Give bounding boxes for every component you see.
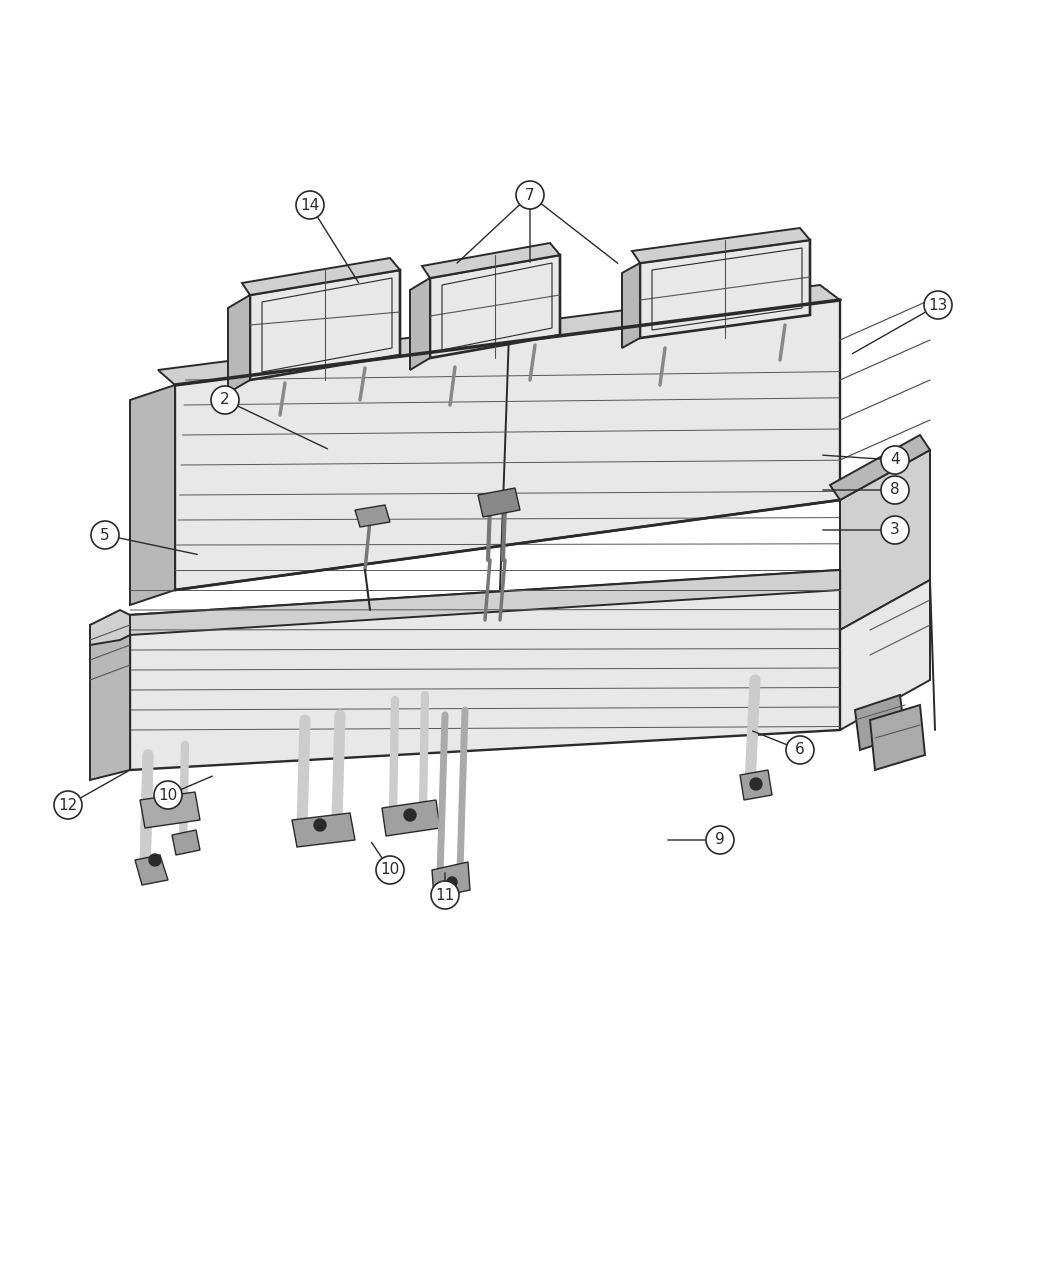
Polygon shape (175, 300, 840, 590)
Polygon shape (840, 580, 930, 731)
Polygon shape (90, 615, 130, 645)
Circle shape (881, 446, 909, 474)
Circle shape (376, 856, 404, 884)
Text: 8: 8 (890, 482, 900, 497)
Text: 6: 6 (795, 742, 805, 757)
Text: 4: 4 (890, 453, 900, 468)
Polygon shape (870, 705, 925, 770)
Text: 3: 3 (890, 523, 900, 538)
Circle shape (924, 291, 952, 319)
Polygon shape (135, 856, 168, 885)
Circle shape (404, 810, 416, 821)
Circle shape (750, 778, 762, 790)
Polygon shape (422, 244, 560, 278)
Circle shape (881, 516, 909, 544)
Text: 12: 12 (59, 797, 78, 812)
Polygon shape (242, 258, 400, 295)
Polygon shape (292, 813, 355, 847)
Circle shape (447, 877, 457, 887)
Polygon shape (130, 570, 840, 770)
Circle shape (516, 181, 544, 209)
Circle shape (786, 736, 814, 764)
Polygon shape (640, 240, 810, 338)
Circle shape (149, 854, 161, 866)
Text: 11: 11 (436, 887, 455, 903)
Text: 2: 2 (220, 393, 230, 408)
Polygon shape (840, 450, 930, 630)
Polygon shape (478, 488, 520, 516)
Polygon shape (622, 263, 640, 348)
Circle shape (881, 476, 909, 504)
Polygon shape (355, 505, 390, 527)
Polygon shape (632, 228, 810, 263)
Text: 7: 7 (525, 187, 534, 203)
Polygon shape (432, 862, 470, 898)
Polygon shape (410, 278, 430, 370)
Text: 5: 5 (100, 528, 110, 542)
Text: 14: 14 (300, 198, 319, 213)
Circle shape (91, 521, 119, 550)
Circle shape (154, 782, 182, 810)
Polygon shape (172, 830, 200, 856)
Polygon shape (130, 570, 840, 635)
Polygon shape (382, 799, 440, 836)
Text: 10: 10 (380, 862, 400, 877)
Polygon shape (90, 615, 130, 780)
Polygon shape (130, 385, 175, 606)
Polygon shape (830, 435, 930, 500)
Polygon shape (90, 609, 130, 645)
Circle shape (296, 191, 324, 219)
Circle shape (430, 881, 459, 909)
Circle shape (706, 826, 734, 854)
Circle shape (211, 386, 239, 414)
Circle shape (314, 819, 326, 831)
Text: 9: 9 (715, 833, 724, 848)
Circle shape (54, 790, 82, 819)
Text: 13: 13 (928, 297, 948, 312)
Polygon shape (250, 270, 400, 380)
Polygon shape (740, 770, 772, 799)
Polygon shape (855, 695, 905, 750)
Polygon shape (228, 295, 250, 393)
Text: 10: 10 (159, 788, 177, 802)
Polygon shape (140, 792, 200, 827)
Polygon shape (430, 255, 560, 358)
Polygon shape (158, 286, 840, 385)
